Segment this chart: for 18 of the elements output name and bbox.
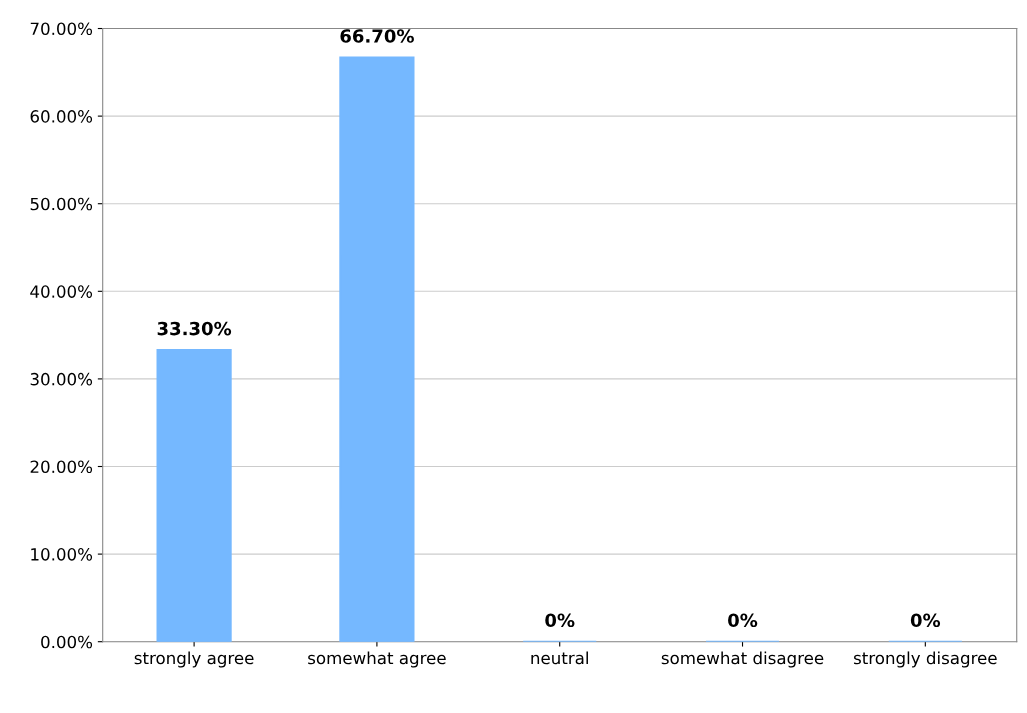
y-tick-label: 20.00% bbox=[30, 460, 93, 474]
y-tick-label: 60.00% bbox=[30, 110, 93, 123]
data-label: 0% bbox=[910, 613, 941, 628]
y-tick-label: 0.00% bbox=[41, 635, 93, 649]
x-tick-label: somewhat disagree bbox=[661, 651, 824, 668]
x-tick-label: strongly disagree bbox=[853, 651, 997, 668]
y-tick-label: 50.00% bbox=[30, 197, 93, 211]
y-tick-label: 30.00% bbox=[30, 372, 93, 386]
data-label: 0% bbox=[728, 613, 758, 628]
data-label: 33.30% bbox=[157, 321, 232, 336]
y-tick-label: 40.00% bbox=[30, 285, 93, 298]
y-tick-label: 70.00% bbox=[30, 22, 93, 36]
x-tick-label: neutral bbox=[531, 651, 588, 665]
data-label: 66.70% bbox=[340, 29, 414, 43]
x-tick-label: strongly agree bbox=[134, 651, 254, 668]
data-label: 0% bbox=[545, 613, 575, 628]
y-tick-label: 10.00% bbox=[31, 548, 93, 561]
x-tick-label: somewhat agree bbox=[308, 651, 446, 668]
